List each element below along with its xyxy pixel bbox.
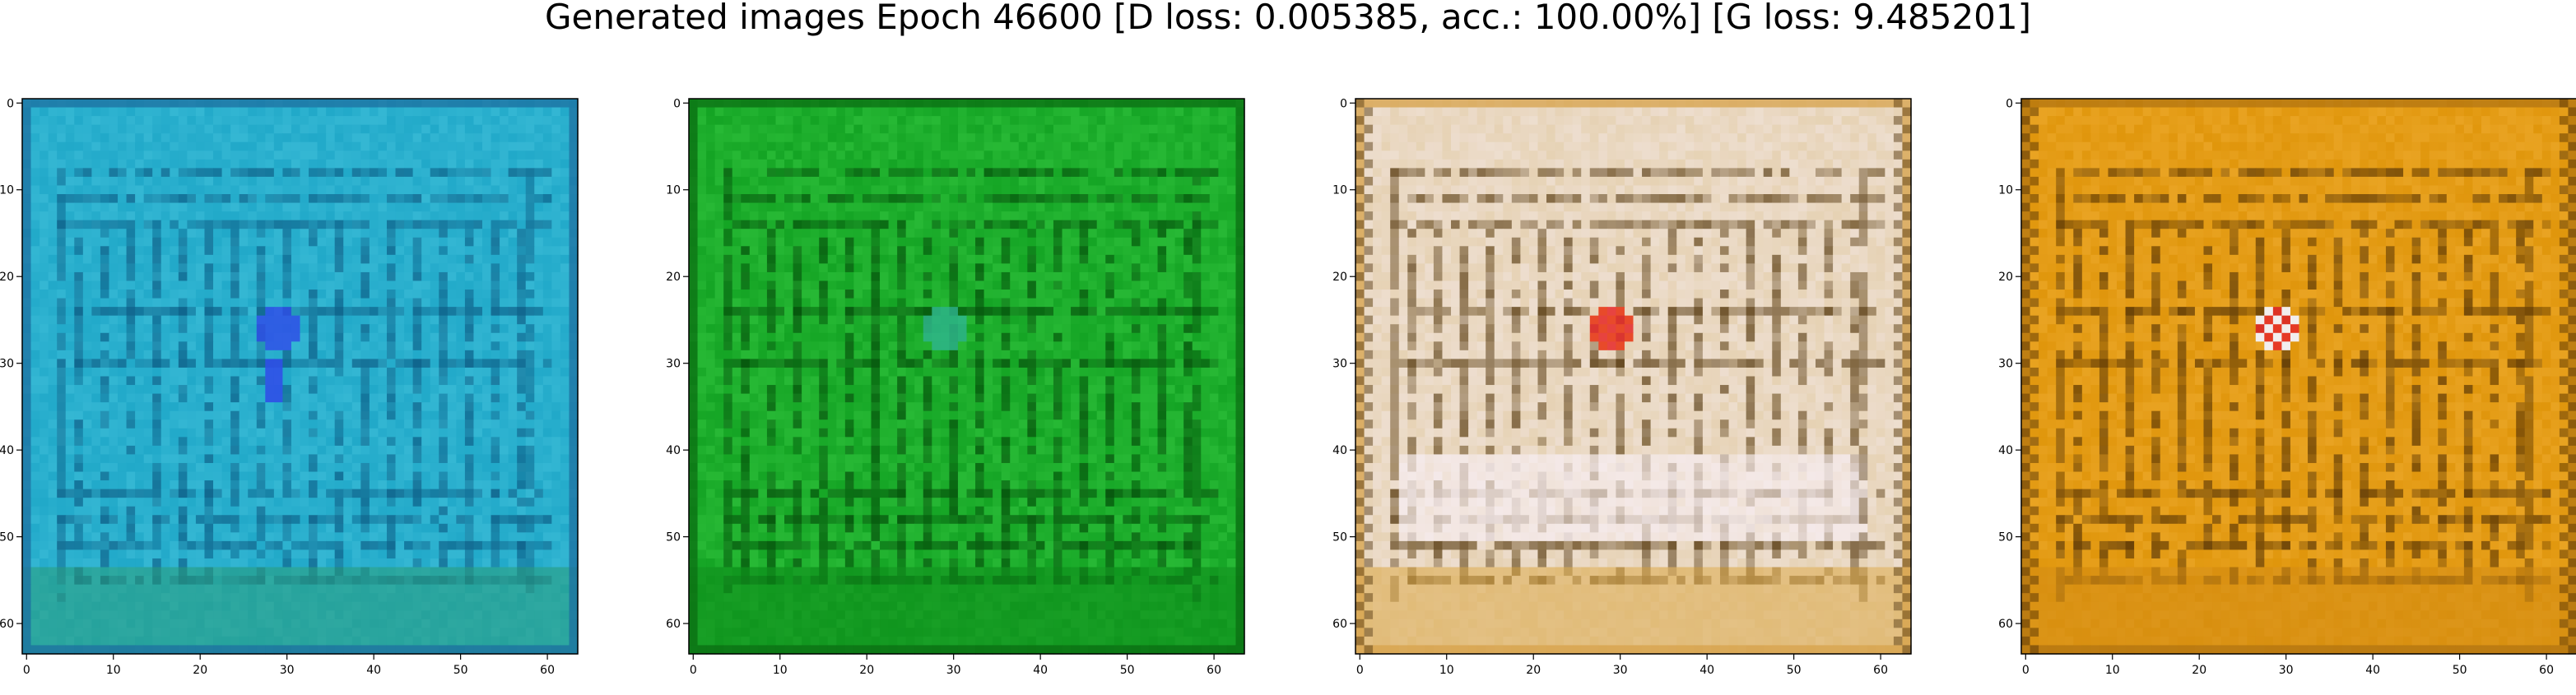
x-tick-label: 10 [773, 664, 788, 677]
y-tick-label: 60 [1332, 618, 1347, 631]
x-tick-label: 0 [23, 664, 30, 677]
image-pixels [22, 99, 579, 655]
y-tick-label: 40 [1332, 444, 1347, 457]
x-tick-label: 20 [859, 664, 874, 677]
x-tick-label: 20 [2192, 664, 2206, 677]
y-tick-label: 0 [2006, 97, 2013, 110]
image-pixels [2021, 99, 2576, 655]
y-tick-label: 20 [0, 271, 14, 284]
y-tick-label: 50 [1332, 531, 1347, 544]
y-tick-label: 10 [1332, 184, 1347, 197]
x-tick-label: 0 [690, 664, 697, 677]
y-tick-label: 50 [1998, 531, 2013, 544]
y-tick-label: 10 [0, 184, 14, 197]
y-tick-label: 40 [666, 444, 681, 457]
y-tick-label: 0 [673, 97, 681, 110]
y-tick-label: 20 [666, 271, 681, 284]
y-tick-label: 20 [1332, 271, 1347, 284]
y-tick-label: 0 [7, 97, 14, 110]
y-tick-label: 60 [666, 618, 681, 631]
x-tick-label: 30 [946, 664, 961, 677]
y-tick-label: 40 [0, 444, 14, 457]
x-tick-label: 60 [540, 664, 555, 677]
axes-frame [21, 98, 579, 655]
x-tick-label: 60 [2539, 664, 2554, 677]
x-tick-label: 60 [1207, 664, 1221, 677]
x-tick-label: 30 [280, 664, 295, 677]
x-tick-label: 10 [2105, 664, 2120, 677]
x-tick-label: 50 [1120, 664, 1135, 677]
image-panel-3: 0 10 20 30 40 50 60 0 10 20 30 40 50 60 [1332, 97, 1912, 677]
y-tick-label: 50 [0, 531, 14, 544]
y-tick-label: 10 [1998, 184, 2013, 197]
x-tick-label: 10 [106, 664, 121, 677]
x-tick-label: 50 [1787, 664, 1802, 677]
x-tick-label: 60 [1873, 664, 1888, 677]
y-tick-label: 30 [666, 358, 681, 371]
x-tick-label: 10 [1439, 664, 1454, 677]
y-tick-label: 10 [666, 184, 681, 197]
y-tick-label: 30 [1332, 358, 1347, 371]
image-pixels [1355, 99, 1912, 655]
x-tick-label: 50 [2453, 664, 2467, 677]
x-tick-label: 40 [1700, 664, 1714, 677]
axes-frame [1355, 98, 1912, 655]
x-tick-label: 40 [1033, 664, 1048, 677]
axes-frame [2020, 98, 2576, 655]
y-tick-label: 30 [0, 358, 14, 371]
x-tick-label: 40 [2365, 664, 2380, 677]
x-tick-label: 0 [2022, 664, 2030, 677]
x-tick-label: 30 [2279, 664, 2294, 677]
x-tick-label: 40 [366, 664, 381, 677]
image-panel-4: 0 10 20 30 40 50 60 0 10 20 30 40 50 60 [1998, 97, 2576, 677]
image-pixels [689, 99, 1245, 655]
y-tick-label: 60 [0, 618, 14, 631]
axes-frame [688, 98, 1245, 655]
y-tick-label: 30 [1998, 358, 2013, 371]
x-tick-label: 20 [193, 664, 207, 677]
x-tick-label: 20 [1526, 664, 1541, 677]
y-tick-label: 0 [1340, 97, 1347, 110]
image-panel-1: 0 10 20 30 40 50 60 0 10 20 30 40 50 60 [0, 97, 579, 677]
figure-title: Generated images Epoch 46600 [D loss: 0.… [544, 0, 2032, 37]
image-panel-2: 0 10 20 30 40 50 60 0 10 20 30 40 50 60 [666, 97, 1245, 677]
x-tick-label: 0 [1356, 664, 1364, 677]
x-tick-label: 50 [453, 664, 468, 677]
y-tick-label: 20 [1998, 271, 2013, 284]
y-tick-label: 40 [1998, 444, 2013, 457]
y-tick-label: 50 [666, 531, 681, 544]
y-tick-label: 60 [1998, 618, 2013, 631]
x-tick-label: 30 [1613, 664, 1628, 677]
